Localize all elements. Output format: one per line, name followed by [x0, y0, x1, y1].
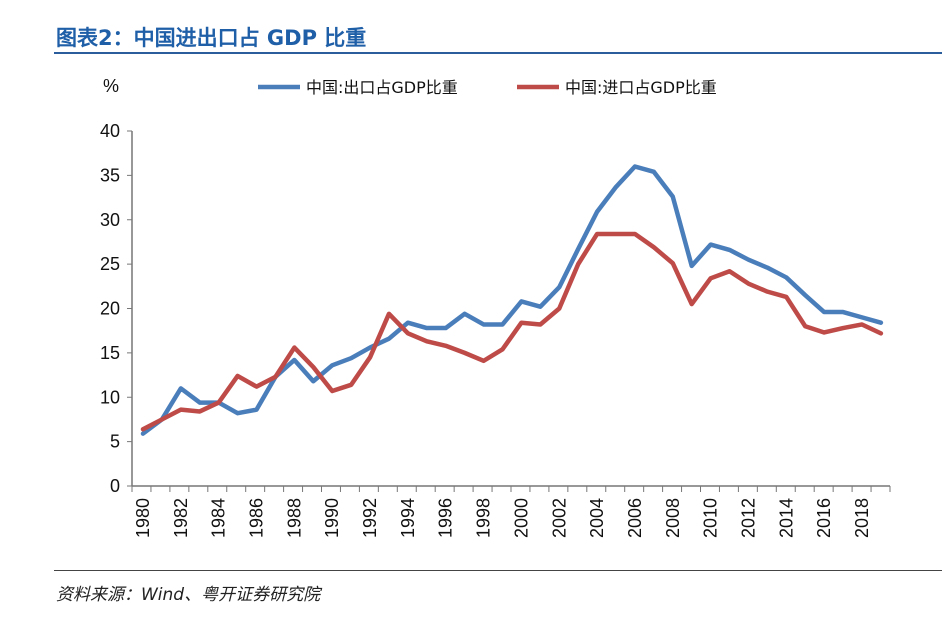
y-axis-unit: %	[103, 76, 119, 96]
x-tick-label: 1986	[247, 498, 267, 538]
x-tick-label: 2008	[663, 498, 683, 538]
series-line-exports	[140, 164, 884, 436]
y-tick-label: 20	[100, 299, 120, 319]
x-tick-label: 1992	[360, 498, 380, 538]
source-note: 资料来源：Wind、粤开证券研究院	[56, 585, 321, 605]
axes: 0 5 10 15 20 25 30 35 40 1980 1982 1984 1986 1988 1990…	[100, 121, 891, 538]
y-tick-label: 40	[100, 121, 120, 141]
y-tick-label: 15	[100, 343, 120, 363]
x-tick-label: 2006	[625, 498, 645, 538]
legend-label: 中国:出口占GDP比重	[306, 78, 458, 97]
x-tick-label: 1988	[284, 498, 304, 538]
x-tick-label: 2018	[852, 498, 872, 538]
y-tick-label: 10	[100, 387, 120, 407]
y-tick-label: 0	[110, 476, 120, 496]
y-tick-label: 30	[100, 210, 120, 230]
series-line-imports	[140, 231, 884, 432]
x-tick-label: 2012	[738, 498, 758, 538]
legend: 中国:出口占GDP比重 中国:进口占GDP比重	[258, 78, 717, 97]
y-tick-label: 35	[100, 165, 120, 185]
source-rule	[54, 570, 942, 571]
x-tick-label: 1982	[171, 498, 191, 538]
x-tick-label: 1980	[133, 498, 153, 538]
x-tick-label: 2016	[814, 498, 834, 538]
x-tick-label: 1994	[398, 498, 418, 538]
title-rule	[54, 52, 942, 54]
legend-label: 中国:进口占GDP比重	[565, 78, 717, 97]
x-tick-label: 2004	[587, 498, 607, 538]
x-tick-label: 1990	[322, 498, 342, 538]
y-tick-label: 5	[110, 432, 120, 452]
y-tick-label: 25	[100, 254, 120, 274]
x-tick-label: 1998	[474, 498, 494, 538]
x-tick-label: 2010	[701, 498, 721, 538]
x-tick-label: 1996	[436, 498, 456, 538]
x-tick-label: 2002	[549, 498, 569, 538]
x-tick-label: 2014	[776, 498, 796, 538]
x-tick-label: 2000	[511, 498, 531, 538]
series-lines	[140, 164, 884, 436]
figure-title: 图表2：中国进出口占 GDP 比重	[56, 26, 367, 50]
x-tick-label: 1984	[209, 498, 229, 538]
